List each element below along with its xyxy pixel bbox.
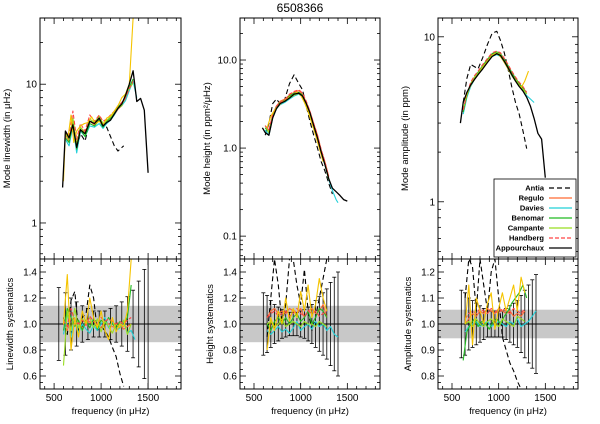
legend-label: Handberg — [509, 234, 544, 243]
legend-label: Antia — [525, 184, 545, 193]
series-antia — [62, 284, 125, 387]
y-axis-label: Linewidth systematics — [5, 278, 16, 371]
series-campante — [264, 92, 330, 180]
y-tick-label: 0.9 — [421, 346, 435, 357]
y-tick-label: 1.0 — [421, 320, 435, 331]
y-tick-label: 1.2 — [23, 294, 37, 305]
series-campante — [266, 318, 328, 328]
series-appourchaux — [261, 92, 348, 202]
panel-linewidth: 1 10 Mode linewidth (in μHz) — [2, 17, 182, 260]
panel-frame — [239, 17, 381, 260]
series-appourchaux — [459, 53, 546, 178]
y-tick-label: 1.0 — [223, 144, 237, 155]
figure-title: 6508366 — [277, 1, 324, 15]
x-tick-label: 1500 — [336, 393, 359, 404]
panel-linewidth_sys: 0.6 0.8 1.0 1.2 1.4 500 1000 1500 frequency (in … — [5, 258, 182, 417]
y-axis-label: Height systematics — [205, 284, 216, 364]
series-regulo — [264, 90, 330, 177]
series-antia — [64, 119, 125, 152]
series-antia — [264, 74, 333, 195]
series-yellow — [266, 277, 328, 351]
series-yellow — [62, 18, 134, 182]
y-tick-label: 0.8 — [223, 346, 237, 357]
y-tick-label: 1.2 — [223, 294, 237, 305]
legend-label: Davies — [520, 204, 544, 213]
series-davies — [64, 80, 138, 154]
legend-label: Benomar — [511, 214, 544, 223]
series-antia — [464, 259, 522, 389]
x-tick-label: 1500 — [137, 393, 160, 404]
y-axis-label: Mode amplitude (in ppm) — [400, 86, 411, 191]
x-axis-label: frequency (in μHz) — [271, 406, 349, 417]
y-tick-label: 1.4 — [23, 268, 37, 279]
y-tick-label: 1.0 — [223, 320, 237, 331]
x-tick-label: 1000 — [290, 393, 313, 404]
plot-area-linewidth_sys — [40, 259, 181, 389]
y-tick-label: 10 — [26, 80, 38, 91]
legend-label: Appourchaux — [496, 244, 545, 253]
plot-area-amplitude_sys — [438, 259, 578, 389]
panel-height_sys: 0.6 0.8 1.0 1.2 1.4 500 1000 1500 frequency (in … — [205, 258, 381, 417]
x-tick-label: 500 — [444, 393, 461, 404]
y-tick-label: 1.0 — [23, 320, 37, 331]
y-tick-label: 1 — [31, 218, 37, 229]
legend: AntiaReguloDaviesBenomarCampanteHandberg… — [493, 178, 577, 258]
y-tick-label: 0.6 — [223, 372, 237, 383]
y-tick-label: 1.4 — [223, 268, 237, 279]
x-tick-label: 1500 — [534, 393, 557, 404]
x-axis-label: frequency (in μHz) — [72, 406, 150, 417]
series-antia — [462, 30, 528, 149]
x-tick-label: 500 — [46, 393, 63, 404]
series-antia — [266, 259, 328, 338]
series-yellow — [62, 259, 132, 351]
x-tick-label: 1000 — [488, 393, 511, 404]
series-appourchaux — [61, 70, 149, 188]
y-axis-label: Amplitude systematics — [403, 277, 414, 372]
series-handberg — [264, 89, 330, 178]
panel-amplitude_sys: 0.8 0.9 1.0 1.1 1.2 500 1000 1500 frequency (in … — [403, 258, 579, 417]
x-axis-label: frequency (in μHz) — [469, 406, 547, 417]
series-handberg — [266, 307, 328, 318]
panel-frame — [39, 17, 182, 260]
y-tick-label: 10 — [424, 32, 436, 43]
y-tick-label: 0.8 — [23, 346, 37, 357]
legend-label: Regulo — [519, 194, 545, 203]
series-handberg — [64, 81, 134, 140]
plot-area-height_sys — [240, 259, 380, 377]
plot-area-amplitude — [459, 30, 546, 178]
y-axis-label: Mode height (in ppm²/μHz) — [202, 82, 213, 195]
series-campante — [62, 307, 132, 366]
panel-amplitude: 1 10 Mode amplitude (in ppm) AntiaReguloDav… — [400, 17, 579, 260]
y-tick-label: 1.2 — [421, 268, 435, 279]
y-tick-label: 1.1 — [421, 294, 435, 305]
series-benomar — [264, 91, 330, 179]
y-tick-label: 1 — [429, 197, 435, 208]
series-handberg — [462, 50, 528, 111]
y-tick-label: 0.6 — [23, 372, 37, 383]
plot-area-linewidth — [61, 18, 149, 188]
y-tick-label: 0.1 — [223, 232, 237, 243]
series-davies — [266, 320, 339, 338]
plot-area-height — [261, 74, 348, 203]
y-axis-label: Mode linewidth (in μHz) — [2, 89, 13, 188]
y-tick-label: 0.8 — [421, 372, 435, 383]
series-yellow — [464, 276, 526, 346]
y-tick-label: 10.0 — [218, 56, 238, 67]
series-campante — [462, 52, 528, 111]
x-tick-label: 1000 — [90, 393, 113, 404]
panel-height: 0.1 1.0 10.0 Mode height (in ppm²/μHz) — [202, 17, 381, 260]
x-tick-label: 500 — [246, 393, 263, 404]
legend-label: Campante — [508, 224, 544, 233]
panels: 1 10 Mode linewidth (in μHz) 0.1 1.0 10.0 Mode… — [2, 17, 579, 417]
series-benomar — [462, 284, 528, 361]
